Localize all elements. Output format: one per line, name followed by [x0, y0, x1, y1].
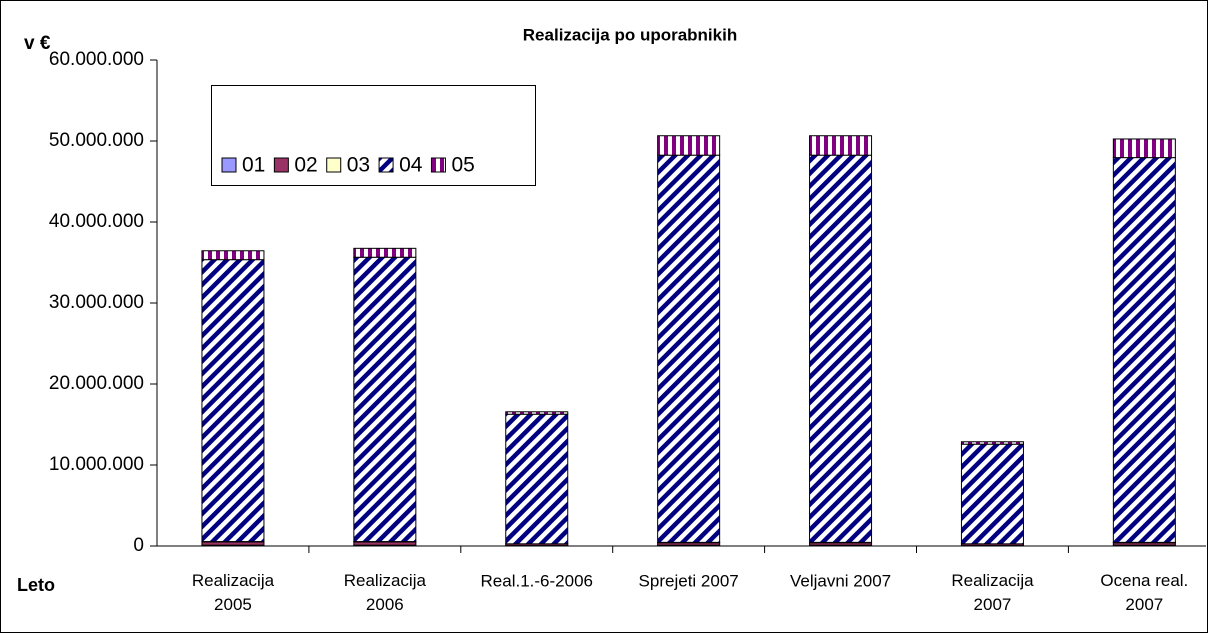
y-tick-label: 20.000.000 — [49, 373, 144, 394]
legend-swatch — [273, 157, 289, 173]
legend-label: 05 — [451, 154, 474, 177]
legend-swatch — [430, 157, 446, 173]
x-tick-label: Realizacija 2005 — [192, 571, 275, 614]
chart-title: Realizacija po uporabnikih — [523, 25, 737, 44]
x-tick-label: Realizacija 2006 — [344, 571, 427, 614]
bar-segment — [201, 259, 265, 543]
bar-segment — [657, 135, 721, 156]
legend-swatch — [378, 157, 394, 173]
y-tick-label: 50.000.000 — [49, 130, 144, 151]
x-tick-label: Realizacija 2007 — [951, 571, 1034, 614]
legend-label: 03 — [347, 154, 370, 177]
bar-segment — [809, 135, 873, 156]
x-tick-label: Real.1.-6-2006 — [481, 571, 593, 590]
legend-swatch — [326, 157, 342, 173]
y-tick-label: 0 — [133, 535, 144, 556]
bar-segment — [960, 441, 1024, 445]
y-tick-label: 30.000.000 — [49, 292, 144, 313]
bar-segment — [353, 247, 417, 258]
y-axis-label: v € — [24, 33, 51, 54]
y-tick-label: 10.000.000 — [49, 454, 144, 475]
x-tick-label: Ocena real. 2007 — [1100, 571, 1188, 614]
bar-segment — [960, 443, 1024, 545]
x-tick-label: Sprejeti 2007 — [639, 571, 739, 590]
bar-segment — [505, 413, 569, 545]
x-tick-label: Veljavni 2007 — [790, 571, 891, 590]
bar-segment — [657, 154, 721, 543]
y-tick-label: 40.000.000 — [49, 211, 144, 232]
bar-segment — [505, 411, 569, 415]
bar-segment — [809, 154, 873, 543]
y-tick-label: 60.000.000 — [49, 49, 144, 70]
bar-segment — [1112, 138, 1176, 159]
x-axis-label: Leto — [17, 575, 55, 595]
legend-label: 01 — [242, 154, 265, 177]
legend-box — [211, 85, 536, 186]
legend-label: 02 — [294, 154, 317, 177]
legend-swatch — [221, 157, 237, 173]
legend-label: 04 — [399, 154, 423, 177]
bar-segment — [353, 256, 417, 543]
bar-segment — [1112, 157, 1176, 543]
bar-segment — [201, 250, 265, 261]
